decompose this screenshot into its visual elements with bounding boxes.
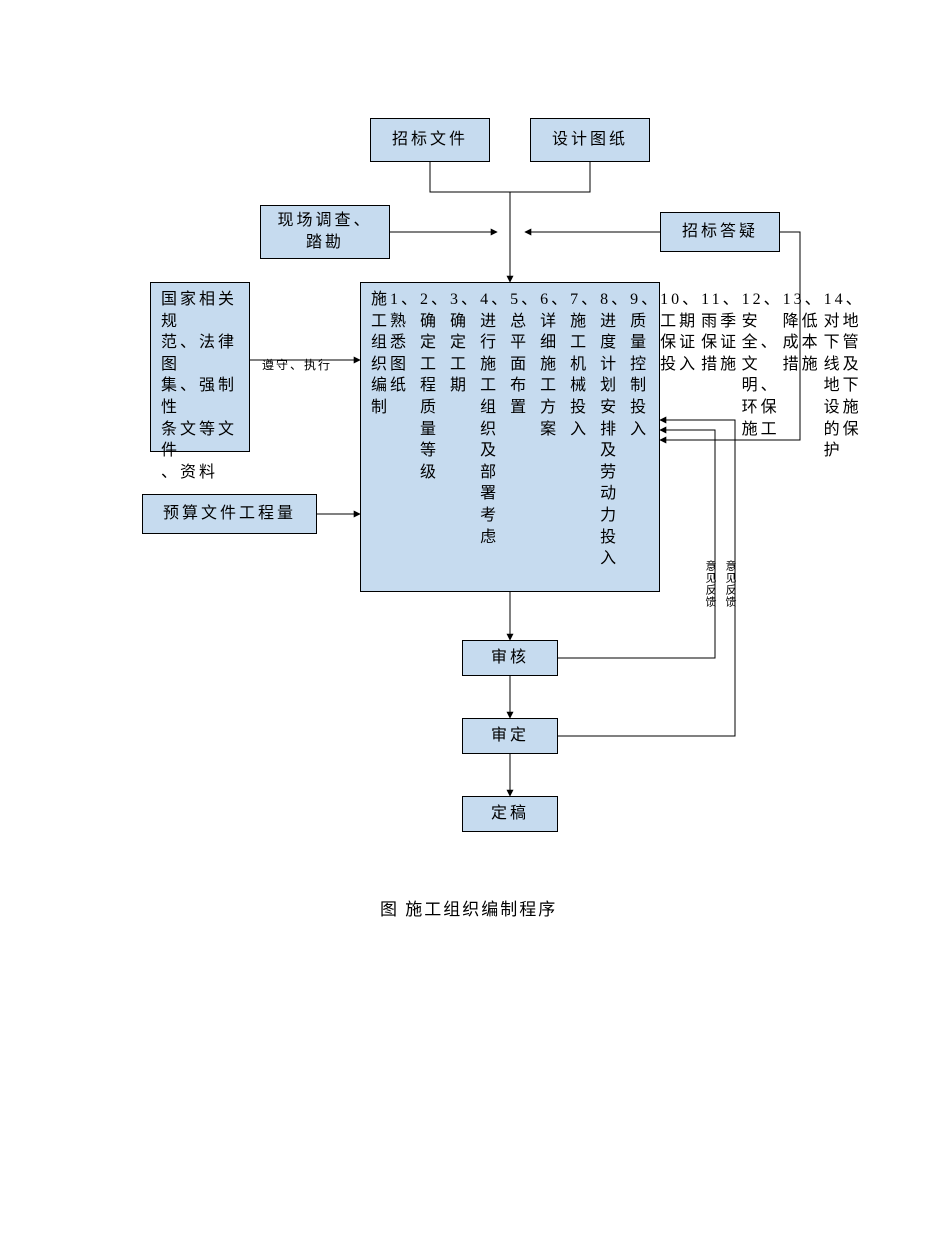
main-item: 14、对地下管线及地下设施的保护 (824, 289, 865, 462)
main-item: 2、确定工程质量等级 (420, 289, 450, 483)
main-item: 1、熟悉图纸 (390, 289, 420, 397)
node-main: 施工组织编制1、熟悉图纸2、确定工程质量等级3、确定工期4、进行施工组织及部署考… (360, 282, 660, 592)
main-item: 9、质量控制投入 (630, 289, 660, 440)
main-item: 3、确定工期 (450, 289, 480, 397)
review-label: 审核 (491, 647, 529, 669)
main-item: 5、总平面布置 (510, 289, 540, 419)
node-tender_doc: 招标文件 (370, 118, 490, 162)
flowchart-stage: 招标文件 设计图纸现场调查、踏勘 招标答疑国家相关规范、法律图集、强制性条文等文件、… (0, 0, 950, 1257)
edge-label-feedback1: 意见反馈 (702, 560, 718, 608)
edge-label-comply_execute: 遵守、执行 (262, 356, 332, 373)
tender_doc-label: 招标文件 (392, 129, 468, 151)
finalize-label: 定稿 (491, 803, 529, 825)
figure-caption: 图 施工组织编制程序 (380, 895, 557, 920)
node-design_draw: 设计图纸 (530, 118, 650, 162)
approve-label: 审定 (491, 725, 529, 747)
node-regulations: 国家相关规范、法律图集、强制性条文等文件、资料 (150, 282, 250, 452)
main-item: 4、进行施工组织及部署考虑 (480, 289, 510, 548)
node-approve: 审定 (462, 718, 558, 754)
main-item: 6、详细施工方案 (540, 289, 570, 440)
main-item: 8、进度计划安排及劳动力投入 (600, 289, 630, 570)
main-item: 7、施工机械投入 (570, 289, 600, 440)
node-tender_qa: 招标答疑 (660, 212, 780, 252)
node-site_survey: 现场调查、踏勘 (260, 205, 390, 259)
node-review: 审核 (462, 640, 558, 676)
main-title: 施工组织编制 (371, 289, 390, 419)
node-finalize: 定稿 (462, 796, 558, 832)
tender_qa-label: 招标答疑 (682, 221, 758, 243)
site_survey-label: 现场调查、踏勘 (277, 210, 372, 253)
budget-label: 预算文件工程量 (163, 503, 296, 525)
edge-label-feedback2: 意见反馈 (722, 560, 738, 608)
main-item: 11、雨季保证措施 (701, 289, 741, 375)
main-item: 10、工期保证投入 (660, 289, 701, 375)
design_draw-label: 设计图纸 (552, 129, 628, 151)
node-budget: 预算文件工程量 (142, 494, 317, 534)
main-item: 12、安全、文明、环保施工 (742, 289, 783, 440)
regulations-label: 国家相关规范、法律图集、强制性条文等文件、资料 (161, 289, 239, 483)
main-item: 13、降低成本措施 (783, 289, 824, 375)
